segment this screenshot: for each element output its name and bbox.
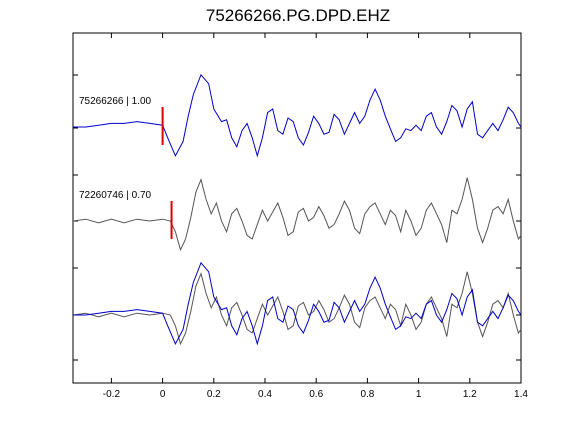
x-ticks: -0.2 0 0.2 0.4 0.6 0.8 1 1.2 1.4: [103, 33, 528, 400]
pick-markers: [161, 107, 173, 239]
x-tick-label: -0.2: [103, 389, 121, 400]
overlay-trace-line: [72, 271, 522, 346]
trace-label: 72260746 | 0.70: [79, 190, 152, 201]
overlay-trace-line: [73, 261, 522, 346]
trace-line: [72, 177, 522, 252]
traces: [72, 73, 522, 346]
trace-label: 75266266 | 1.00: [79, 96, 152, 107]
x-tick-label: 1.4: [514, 389, 528, 400]
x-tick-label: 1: [416, 389, 422, 400]
plot-frame: [72, 32, 522, 384]
x-tick-label: 0.4: [258, 389, 272, 400]
x-tick-label: 1.2: [463, 389, 477, 400]
x-tick-label: 0: [160, 389, 166, 400]
trace-labels: 75266266 | 1.00 72260746 | 0.70: [79, 96, 152, 201]
x-tick-label: 0.8: [360, 389, 374, 400]
x-tick-label: 0.6: [309, 389, 323, 400]
chart-title: 75266266.PG.DPD.EHZ: [205, 6, 391, 25]
x-tick-label: 0.2: [207, 389, 221, 400]
trace-line: [73, 73, 522, 158]
